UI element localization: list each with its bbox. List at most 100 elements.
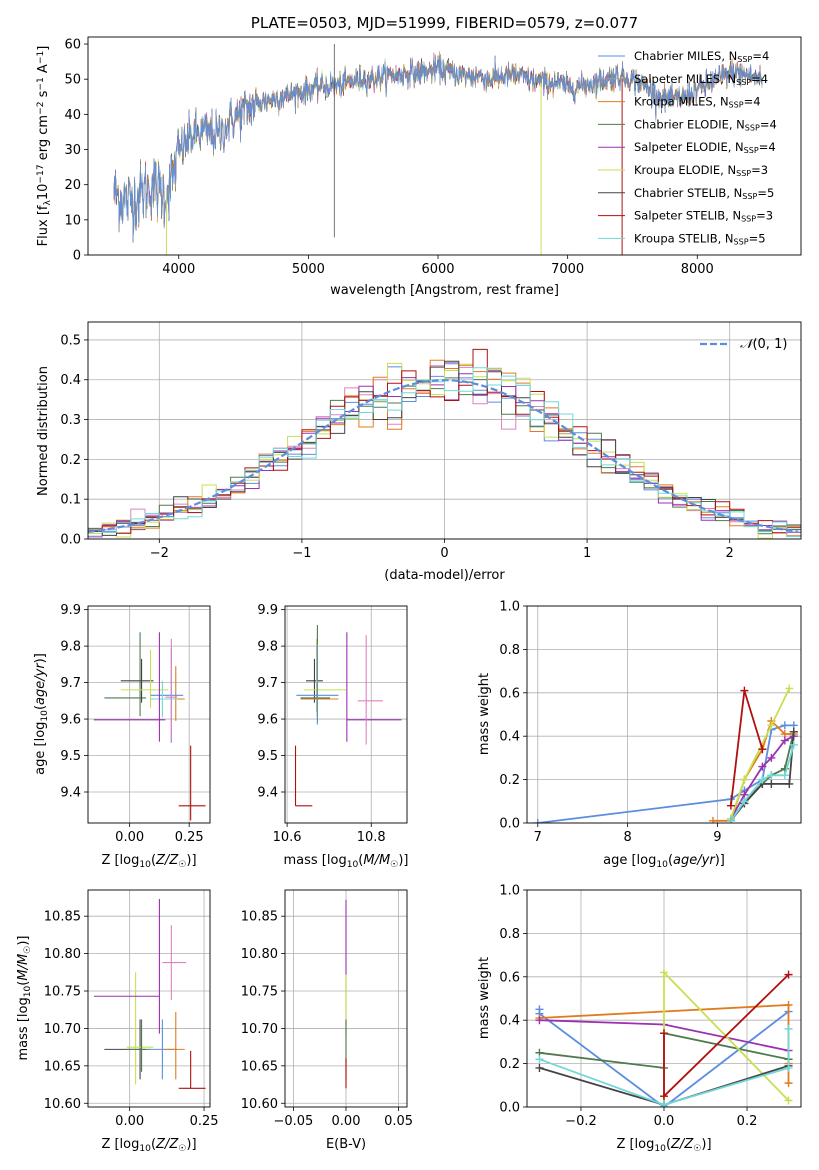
weight-marker xyxy=(740,797,749,806)
y-tick-label: 0.2 xyxy=(499,1057,520,1072)
plot-area xyxy=(533,684,798,823)
y-tick-label: 9.4 xyxy=(257,786,278,801)
y-tick-label: 10.60 xyxy=(241,1097,278,1112)
x-tick-label: 10.6 xyxy=(273,830,302,845)
y-tick-label: 9.6 xyxy=(257,713,278,728)
weight-marker xyxy=(535,1063,544,1072)
y-tick-label: 0 xyxy=(73,249,81,264)
weight-marker xyxy=(660,1100,668,1107)
normal-curve xyxy=(88,379,799,534)
histogram-kroupa_stelib xyxy=(88,367,801,538)
legend-label: Salpeter ELODIE, NSSP=4 xyxy=(634,140,776,155)
y-tick-label: 10.75 xyxy=(44,985,81,1000)
y-tick-label: 10.80 xyxy=(44,947,81,962)
y-tick-label: 0.2 xyxy=(60,453,81,468)
x-tick-label: 6000 xyxy=(421,262,454,277)
weight-marker xyxy=(726,801,735,810)
legend-label: Salpeter STELIB, NSSP=3 xyxy=(634,209,773,224)
x-tick-label: 7 xyxy=(534,830,542,845)
axes-frame xyxy=(284,605,408,824)
axes-frame xyxy=(526,605,802,824)
weight-marker xyxy=(740,686,749,695)
y-tick-label: 20 xyxy=(64,178,81,193)
y-tick-label: 9.6 xyxy=(60,713,81,728)
axes-frame xyxy=(87,321,802,540)
x-tick-label: 1 xyxy=(583,546,591,561)
y-tick-label: 10.85 xyxy=(241,910,278,925)
plot-area xyxy=(113,44,763,255)
weight-marker xyxy=(789,727,798,736)
y-tick-label: 0.4 xyxy=(499,1014,520,1029)
weight-marker xyxy=(767,771,776,780)
x-axis-label: Z [log10(Z/Z☉)] xyxy=(101,853,196,870)
y-tick-label: 0.8 xyxy=(499,927,520,942)
x-tick-label: 5000 xyxy=(292,262,325,277)
y-tick-label: 10.65 xyxy=(44,1059,81,1074)
y-tick-label: 0.0 xyxy=(499,1101,520,1116)
weight-marker xyxy=(784,1079,793,1088)
weight-marker xyxy=(789,740,798,749)
weight-marker xyxy=(784,1024,793,1033)
y-tick-label: 30 xyxy=(64,143,81,158)
x-tick-label: 7000 xyxy=(551,262,584,277)
weight-marker xyxy=(660,968,668,977)
y-tick-label: 9.4 xyxy=(60,786,81,801)
y-tick-label: 10.70 xyxy=(241,1022,278,1037)
legend-label: Kroupa MILES, NSSP=4 xyxy=(634,95,761,110)
y-tick-label: 9.8 xyxy=(257,640,278,655)
weight-line-chabrier_stelib xyxy=(730,731,795,822)
x-tick-label: 4000 xyxy=(162,262,195,277)
x-axis-label: mass [log10(M/M☉)] xyxy=(284,853,409,870)
y-tick-label: 0.4 xyxy=(499,730,520,745)
x-tick-label: 9 xyxy=(713,830,721,845)
x-axis-label: E(B-V) xyxy=(326,1137,366,1152)
axes-frame xyxy=(87,605,211,824)
weight-marker xyxy=(767,721,776,730)
panel-residuals: −2 −1 0 1 2 0.0 0.1 0.2 0.3 0.4 0.5 xyxy=(60,321,802,561)
weight-marker xyxy=(535,1055,544,1064)
y-tick-label: 0.5 xyxy=(60,333,81,348)
weight-marker xyxy=(785,779,794,788)
y-tick-label: 9.9 xyxy=(60,603,81,618)
plot-area xyxy=(88,348,801,539)
histogram-chabrier_stelib xyxy=(88,360,801,536)
weight-marker xyxy=(708,816,717,823)
y-tick-label: 10.60 xyxy=(44,1097,81,1112)
panel-massweight_vs_Z: −0.2 0.0 0.2 0.0 0.2 0.4 0.6 0.8 1.0 xyxy=(499,884,802,1129)
weight-marker xyxy=(758,775,767,784)
y-tick-label: 0.8 xyxy=(499,643,520,658)
y-tick-label: 1.0 xyxy=(499,884,520,899)
y-tick-label: 0.0 xyxy=(60,533,81,548)
weight-line-kroupa_elodie xyxy=(730,688,791,819)
x-tick-label: 0.00 xyxy=(115,830,144,845)
x-tick-label: 0.25 xyxy=(190,1114,219,1129)
plot-area xyxy=(294,624,402,807)
y-tick-label: 10.65 xyxy=(241,1059,278,1074)
weight-line-chabrier_miles xyxy=(537,724,794,823)
panel-mass_vs_Z: 0.00 0.25 10.60 10.65 10.70 10.75 10.80 10.85 xyxy=(44,889,219,1129)
x-tick-label: 2 xyxy=(726,546,734,561)
panel-age_vs_Z: 0.00 0.25 9.4 9.5 9.6 9.7 9.8 9.9 xyxy=(60,603,211,845)
legend-label: Salpeter MILES, NSSP=4 xyxy=(634,72,768,87)
weight-marker xyxy=(660,1029,668,1038)
axes-frame xyxy=(526,889,802,1108)
weight-marker xyxy=(740,775,749,784)
x-tick-label: 0.00 xyxy=(115,1114,144,1129)
weight-marker xyxy=(784,1001,793,1010)
weight-marker xyxy=(533,819,542,823)
x-axis-label: (data-model)/error xyxy=(384,568,505,583)
y-tick-label: 0.6 xyxy=(499,970,520,985)
weight-marker xyxy=(726,816,735,823)
weight-marker xyxy=(535,1016,544,1025)
plot-area xyxy=(93,632,206,821)
x-axis-label: Z [log10(Z/Z☉)] xyxy=(616,1137,711,1154)
axes-frame xyxy=(284,889,408,1108)
x-tick-label: 0.05 xyxy=(384,1114,413,1129)
weight-marker xyxy=(758,745,767,754)
x-tick-label: 0.0 xyxy=(654,1114,675,1129)
legend-label: Chabrier MILES, NSSP=4 xyxy=(634,49,769,64)
x-axis-label: wavelength [Angstrom, rest frame] xyxy=(330,283,559,298)
axes-frame xyxy=(87,889,211,1108)
x-tick-label: 0.00 xyxy=(332,1114,361,1129)
y-tick-label: 10.80 xyxy=(241,947,278,962)
